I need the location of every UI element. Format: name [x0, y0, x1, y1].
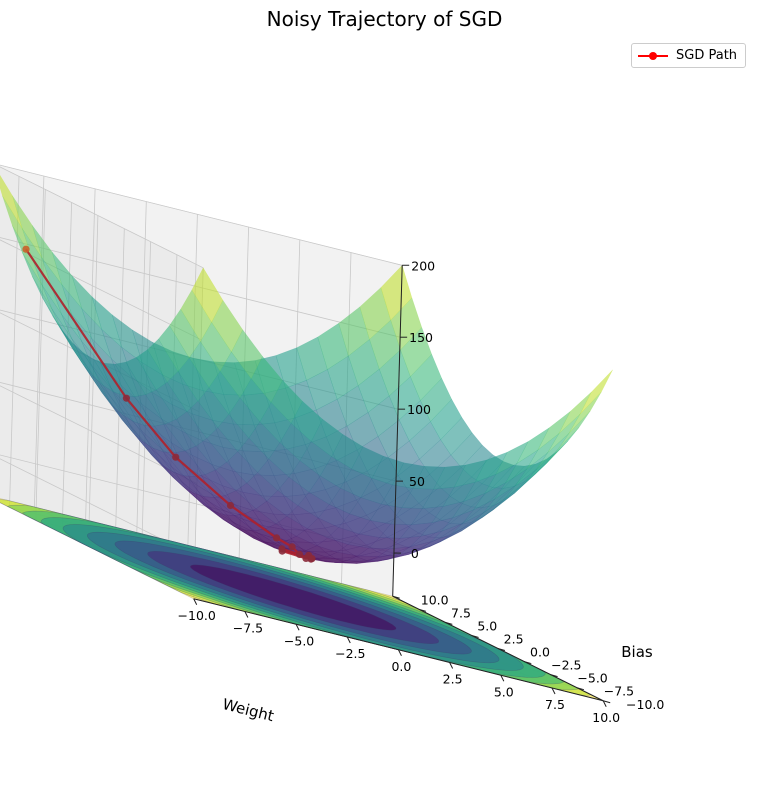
z-tick-label: 200	[411, 258, 435, 273]
y-tick-label: −5.0	[577, 671, 607, 686]
contour-band	[189, 564, 397, 631]
surface-facet	[147, 338, 179, 383]
contour-fill	[0, 498, 604, 701]
x-tick	[398, 649, 402, 656]
x-tick	[346, 636, 351, 644]
chart-title: Noisy Trajectory of SGD	[266, 7, 503, 31]
sgd-path-point	[22, 245, 30, 253]
y-tick-label: 5.0	[477, 618, 497, 633]
y-tick-label: 10.0	[421, 592, 449, 607]
y-tick	[576, 687, 585, 691]
x-tick-label: 7.5	[545, 697, 565, 712]
sgd-path-point	[226, 501, 235, 510]
surface-facet	[440, 417, 473, 456]
y-tick	[392, 595, 400, 599]
surface-facet	[219, 351, 252, 399]
x-tick-label: 10.0	[592, 710, 620, 725]
y-axis-label: Bias	[621, 643, 653, 661]
x-tick-label: −5.0	[284, 633, 314, 648]
x-tick	[449, 662, 454, 669]
z-tick-label: 100	[407, 402, 431, 417]
grid-line-z	[0, 164, 403, 269]
y-tick	[550, 674, 558, 678]
legend-label-sgd-path: SGD Path	[676, 48, 738, 63]
y-tick	[603, 700, 611, 704]
surface-facet	[557, 410, 591, 450]
surface-facet	[579, 369, 613, 415]
z-tick-label: 0	[411, 546, 419, 561]
surface-facet	[239, 378, 272, 422]
legend: SGD Path	[631, 43, 746, 68]
surface-facet	[546, 427, 580, 464]
y-tick-label: −7.5	[604, 684, 634, 699]
x-tick-label: −2.5	[335, 646, 365, 661]
surface-facet	[62, 330, 93, 376]
y-tick-label: 7.5	[451, 605, 471, 620]
surface-facet	[122, 414, 154, 449]
surface-facet	[191, 267, 224, 323]
y-tick	[524, 661, 532, 665]
loss-surface	[0, 174, 613, 564]
sgd-path-point	[295, 550, 304, 559]
x-tick	[500, 675, 505, 682]
sgd-path-point	[172, 453, 180, 461]
y-tick-label: 0.0	[530, 645, 550, 660]
sgd-path-series	[22, 245, 316, 563]
grid-line-x	[0, 502, 194, 600]
y-tick-label: 2.5	[504, 631, 524, 646]
z-tick-label: 50	[409, 474, 425, 489]
x-tick	[193, 598, 198, 605]
x-tick	[244, 611, 249, 618]
z-axis-line	[392, 265, 403, 597]
y-tick	[497, 648, 506, 651]
surface-facet	[136, 349, 168, 390]
x-tick-label: 0.0	[391, 659, 411, 674]
y-tick	[471, 634, 479, 638]
surface-facet	[164, 419, 197, 452]
sgd-path-point	[308, 555, 316, 563]
legend-swatch-sgd-path	[638, 49, 668, 63]
y-tick	[445, 621, 453, 625]
x-tick-label: −10.0	[178, 608, 216, 623]
sgd-path-point	[122, 394, 130, 402]
sgd-path-point	[288, 543, 296, 551]
surface-facet	[180, 289, 212, 342]
sgd-path-point	[302, 554, 310, 563]
sgd-path-point	[278, 547, 286, 555]
x-tick	[602, 700, 607, 707]
y-tick-label: −2.5	[551, 658, 581, 673]
x-axis-label: Weight	[221, 695, 276, 725]
surface-facet	[158, 325, 190, 372]
x-tick	[551, 687, 556, 695]
z-tick-label: 150	[409, 330, 433, 345]
x-tick	[295, 624, 300, 631]
y-tick-label: −10.0	[626, 697, 664, 712]
y-tick	[418, 608, 427, 612]
x-tick-label: −7.5	[233, 621, 263, 636]
grid-line-z	[0, 237, 401, 341]
x-tick-label: 5.0	[494, 684, 514, 699]
sgd-path-point	[273, 534, 281, 542]
x-tick-label: 2.5	[443, 672, 463, 687]
surface-facet	[0, 174, 23, 229]
axes: −10.0−10.0−7.5−7.5−5.0−5.0−2.5−2.50.00.0…	[178, 258, 665, 725]
